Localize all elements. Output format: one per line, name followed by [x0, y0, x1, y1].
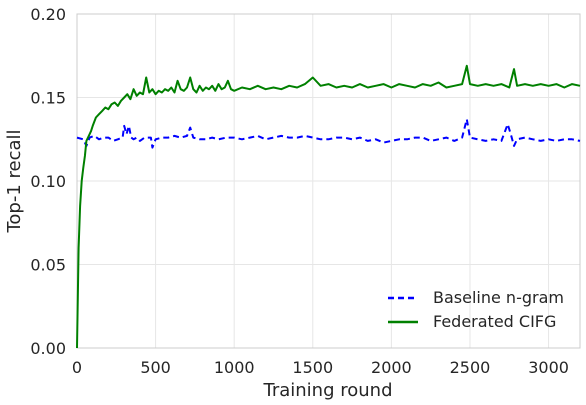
x-tick-label: 500: [140, 358, 171, 377]
y-tick-label: 0.05: [30, 256, 66, 275]
x-tick-labels: 0 500 1000 1500 2000 2500 3000: [72, 358, 569, 377]
y-tick-labels: 0.00 0.05 0.10 0.15 0.20: [30, 5, 66, 358]
legend-label-1: Federated CIFG: [433, 312, 556, 331]
x-axis-label: Training round: [262, 380, 392, 401]
y-tick-label: 0.00: [30, 339, 66, 358]
x-tick-label: 0: [72, 358, 82, 377]
x-tick-label: 2000: [371, 358, 412, 377]
x-tick-label: 2500: [450, 358, 491, 377]
y-tick-label: 0.15: [30, 89, 66, 108]
series-group: [76, 64, 581, 349]
legend: Baseline n-gram Federated CIFG: [388, 288, 564, 331]
y-tick-label: 0.20: [30, 5, 66, 24]
series-line-0: [76, 118, 581, 149]
x-tick-label: 3000: [528, 358, 569, 377]
series-line-1: [76, 64, 581, 349]
x-tick-label: 1000: [214, 358, 255, 377]
legend-label-0: Baseline n-gram: [433, 288, 564, 307]
x-tick-label: 1500: [292, 358, 333, 377]
y-tick-label: 0.10: [30, 172, 66, 191]
y-axis-label: Top-1 recall: [4, 129, 25, 233]
plot-frame: [76, 13, 581, 349]
